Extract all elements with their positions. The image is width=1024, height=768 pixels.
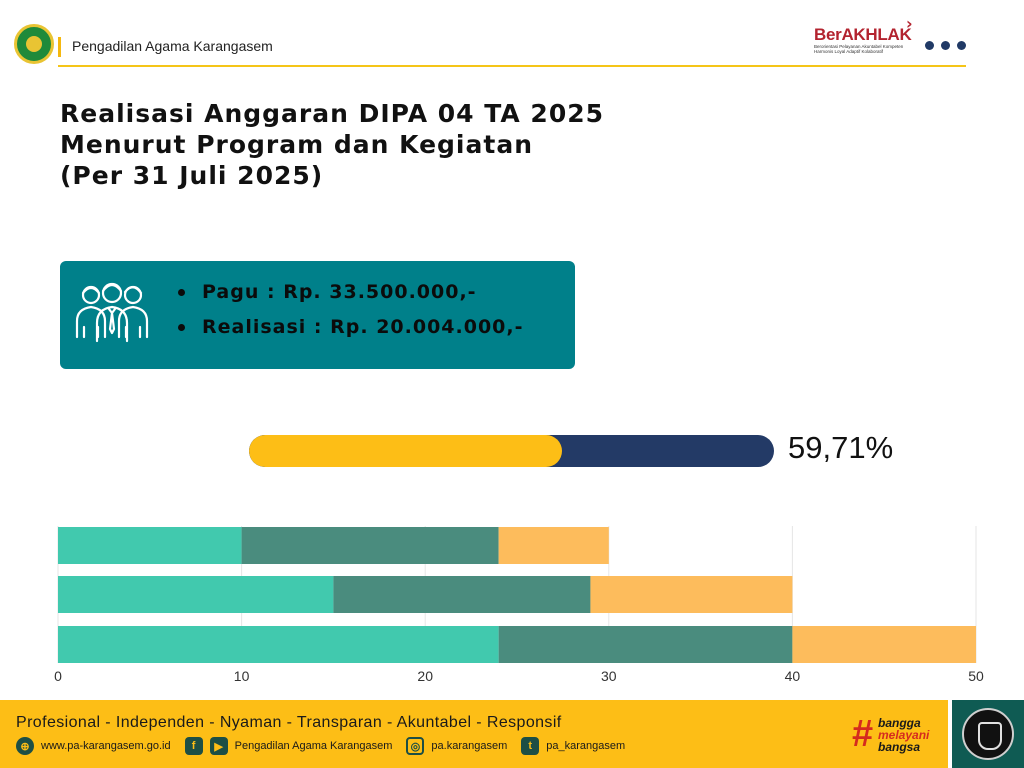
facebook-icon[interactable]: f [184,737,203,755]
slogan-word-1: bangga [878,716,921,730]
berakhlak-tagline: Berorientasi Pelayanan Akuntabel Kompete… [814,44,904,54]
budget-summary-card: Pagu : Rp. 33.500.000,- Realisasi : Rp. … [60,261,575,369]
globe-icon: ⊕ [16,737,34,755]
x-tick-label-1: 10 [234,668,250,684]
emblem-panel [952,700,1024,768]
footer-motto: Profesional - Independen - Nyaman - Tran… [16,714,562,731]
instagram-icon[interactable]: ◎ [406,737,425,755]
berakhlak-chevron-icon: › [906,14,913,33]
facebook-youtube-link[interactable]: Pengadilan Agama Karangasem [234,740,393,752]
header-divider [58,65,966,67]
header-accent-bar [58,37,61,57]
stacked-bar-chart: 0 10 20 30 40 50 [54,526,984,684]
website-link[interactable]: www.pa-karangasem.go.id [41,740,171,752]
bar-row1-segment1 [58,527,242,564]
bar-row2-segment2 [333,576,591,613]
x-tick-label-0: 0 [54,668,62,684]
slogan-word-3: bangsa [878,740,921,754]
bar-row2-segment1 [58,576,334,613]
page-title: Realisasi Anggaran DIPA 04 TA 2025 Menur… [60,98,660,191]
footer-contacts: ⊕ www.pa-karangasem.go.id f ▶ Pengadilan… [16,737,625,755]
bar-row1-segment3 [498,527,609,564]
bar-row1-segment2 [241,527,499,564]
slogan-word-2: melayani [878,728,930,742]
x-tick-label-4: 40 [785,668,801,684]
realisasi-item: Realisasi : Rp. 20.004.000,- [176,310,524,345]
progress-percentage: 59,71% [788,430,894,465]
people-group-icon [75,282,149,343]
summary-list: Pagu : Rp. 33.500.000,- Realisasi : Rp. … [176,275,524,345]
twitter-icon[interactable]: t [521,737,540,755]
bar-row3-segment1 [58,626,499,663]
x-tick-label-5: 50 [968,668,984,684]
pagu-item: Pagu : Rp. 33.500.000,- [176,275,524,310]
x-tick-label-2: 20 [417,668,433,684]
title-line-1: Realisasi Anggaran DIPA 04 TA 2025 [60,99,604,128]
bar-row3-segment3 [792,626,976,663]
twitter-link[interactable]: pa_karangasem [546,740,626,752]
footer: Profesional - Independen - Nyaman - Tran… [0,700,948,768]
realization-progress-bar [249,435,774,467]
progress-fill [249,435,563,467]
instagram-link[interactable]: pa.karangasem [431,740,508,752]
title-line-2: Menurut Program dan Kegiatan [60,130,533,159]
title-line-3: (Per 31 Juli 2025) [60,161,324,190]
org-name: Pengadilan Agama Karangasem [72,38,273,54]
berakhlak-logo: BerAKHLAK [814,25,912,44]
x-tick-label-3: 30 [601,668,617,684]
bar-row3-segment2 [498,626,793,663]
youtube-icon[interactable]: ▶ [209,737,228,755]
bar-row2-segment3 [590,576,793,613]
supreme-court-emblem [962,708,1014,760]
hashtag-icon: # [852,713,874,755]
court-logo [14,24,54,64]
more-dots-icon [925,41,966,50]
